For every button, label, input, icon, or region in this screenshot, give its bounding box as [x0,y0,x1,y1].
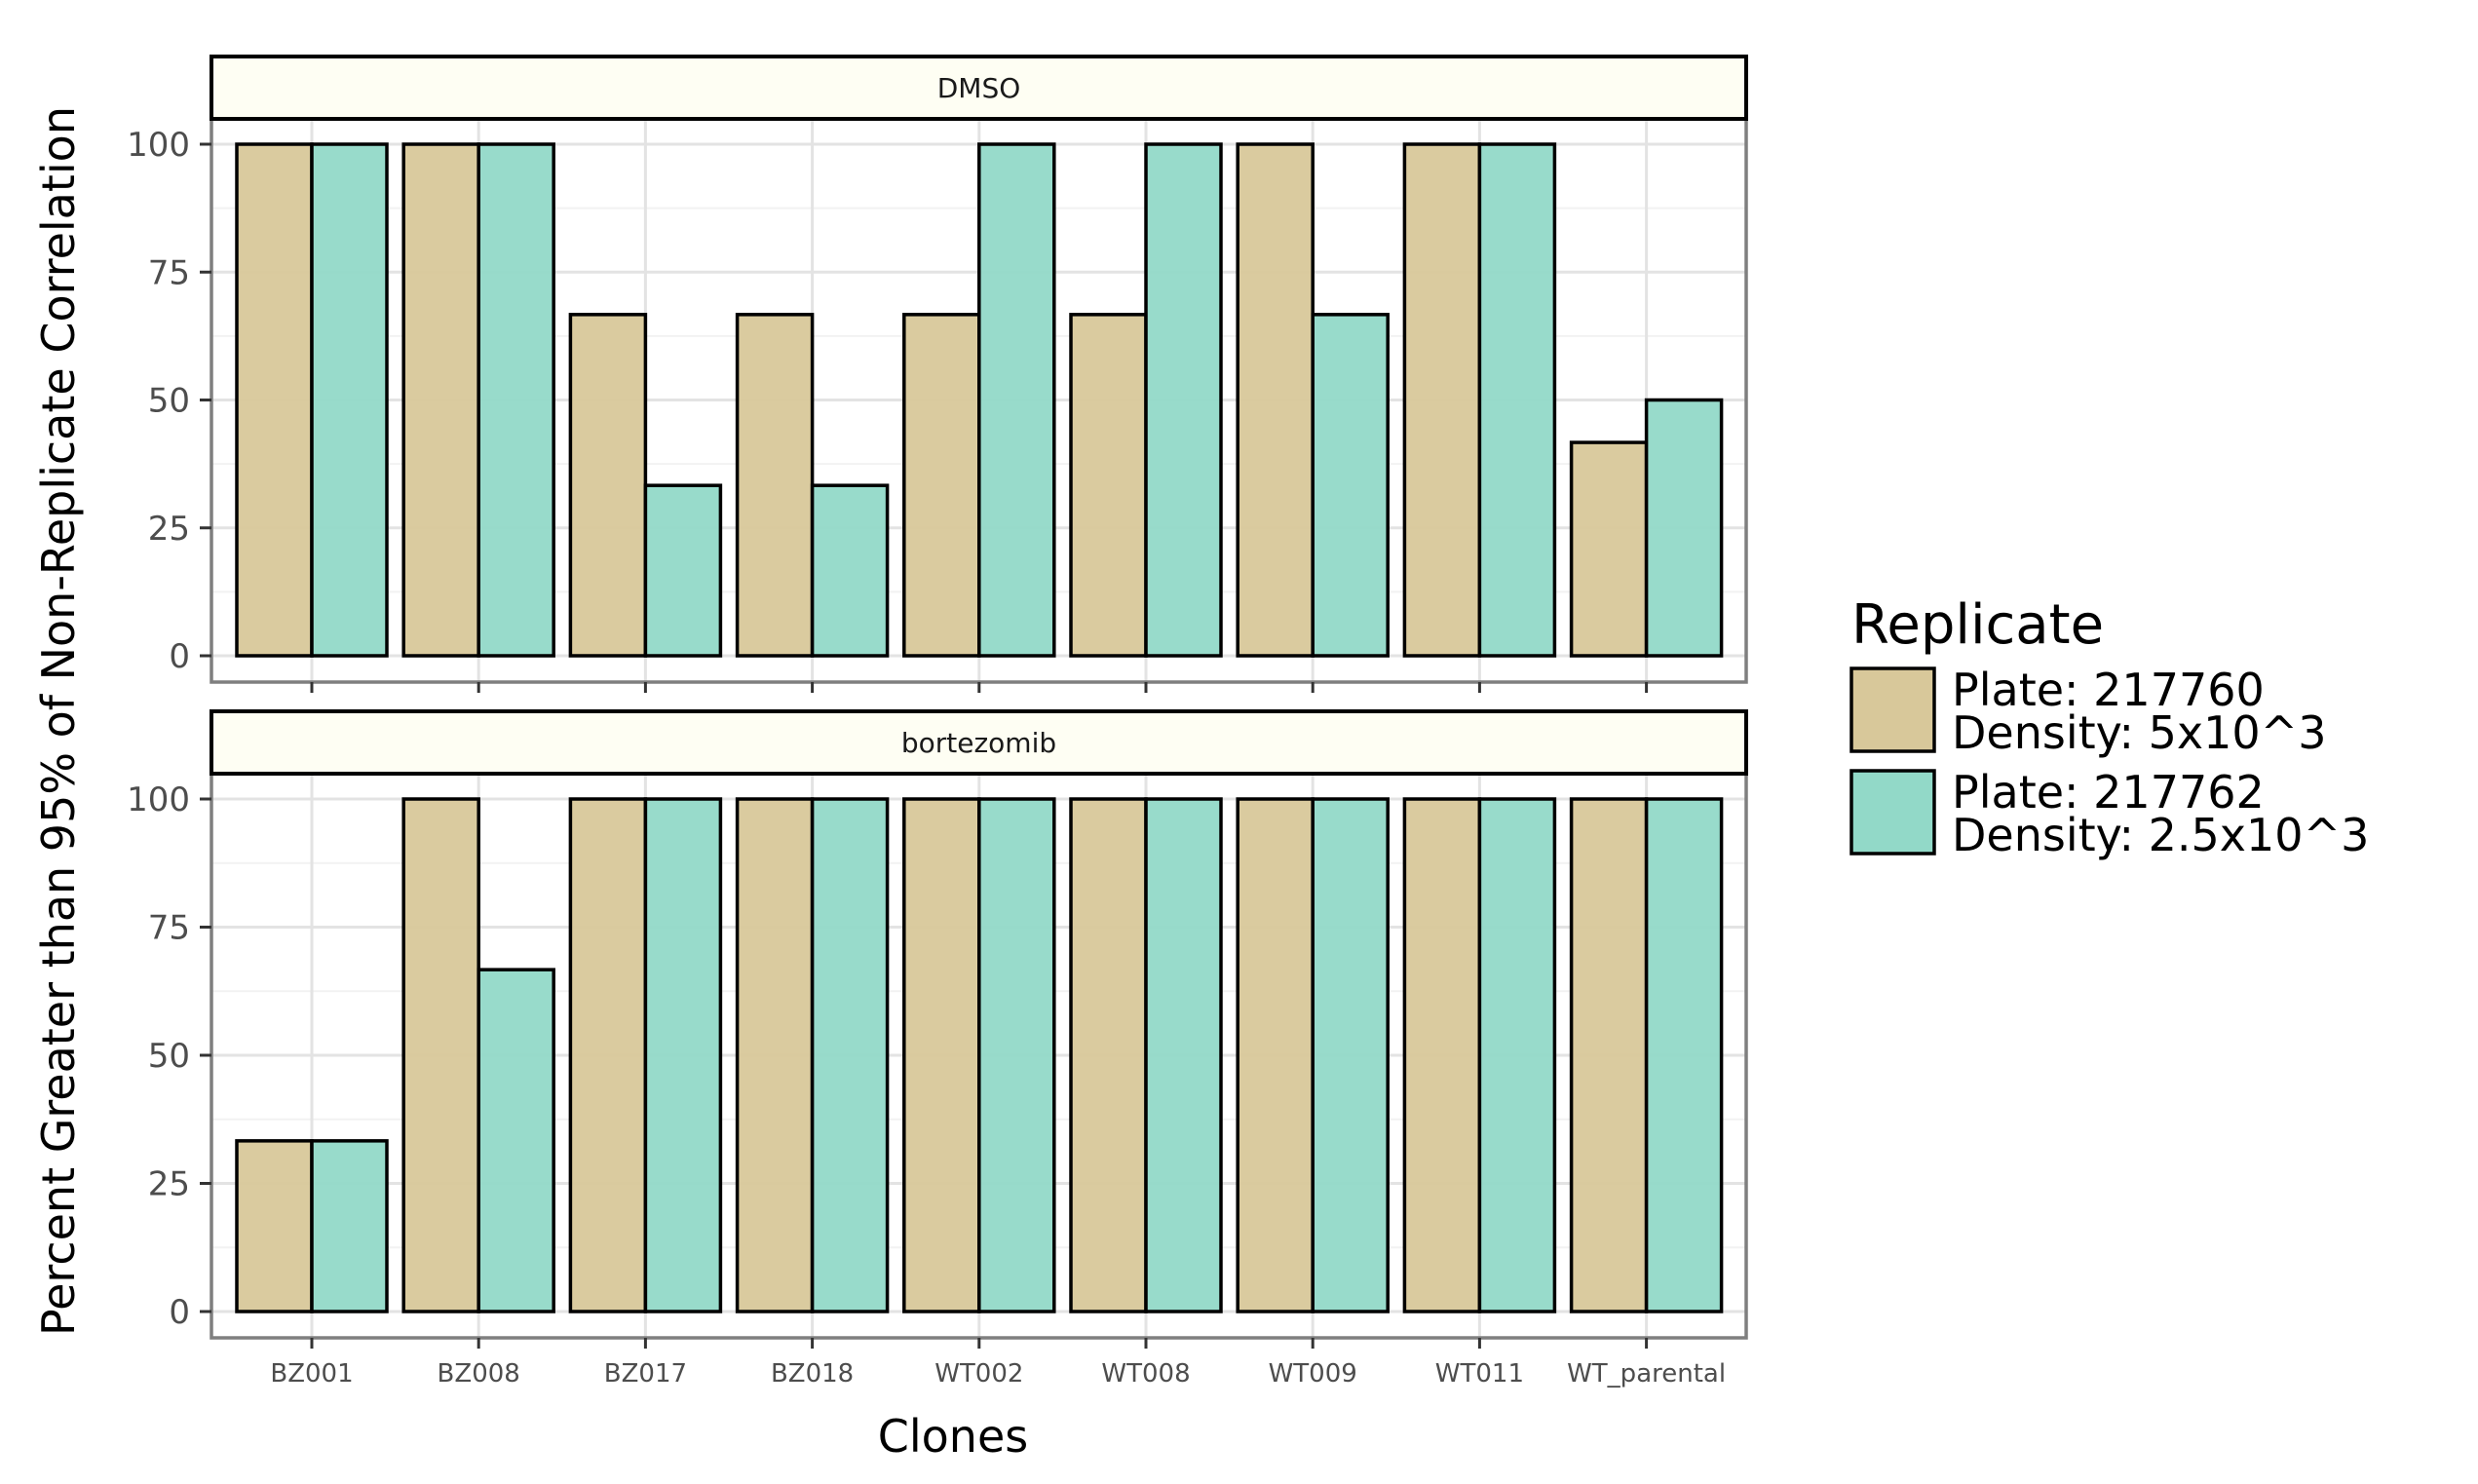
bar-dmso-wt_parental-series2 [1644,398,1724,658]
x-tick-label: BZ001 [270,1359,353,1389]
bar-dmso-wt011-series1 [1402,142,1482,658]
bar-bortezomib-bz017-series1 [568,797,648,1313]
bar-dmso-wt002-series2 [977,142,1056,658]
y-tick-label: 25 [148,510,190,549]
strip-label: bortezomib [901,727,1056,759]
bars [235,797,1724,1313]
bar-bortezomib-bz018-series1 [735,797,815,1313]
y-axis: 0 25 50 75 100 [127,780,211,1332]
bar-dmso-wt008-series1 [1069,313,1148,658]
panel-dmso: DMSO 0 25 50 75 100 [127,55,1748,693]
bar-bortezomib-wt002-series1 [902,797,981,1313]
legend-key [1849,666,1936,753]
x-tick-label: WT008 [1101,1359,1190,1389]
bar-dmso-bz018-series2 [810,483,890,658]
legend-title: Replicate [1851,593,2104,657]
strip-background [210,709,1748,776]
y-tick-label: 100 [127,780,190,819]
x-ticks [310,1338,1649,1349]
bar-dmso-wt009-series1 [1236,142,1315,658]
panel-bortezomib: bortezomib 0 25 50 75 100 [127,709,1748,1349]
y-tick-label: 75 [148,909,190,948]
y-tick-label: 100 [127,126,190,165]
bar-bortezomib-wt_parental-series1 [1569,797,1649,1313]
bar-bortezomib-bz001-series1 [235,1139,314,1313]
y-axis-title: Percent Greater than 95% of Non-Replicat… [32,106,85,1336]
bar-bortezomib-wt011-series2 [1477,797,1557,1313]
x-axis-title: Clones [878,1410,1028,1463]
bar-dmso-wt_parental-series1 [1569,440,1649,658]
legend-label: Density: 2.5x10^3 [1952,809,2369,861]
bar-bortezomib-bz001-series2 [310,1139,389,1313]
legend-label: Density: 5x10^3 [1952,706,2327,759]
y-axis: 0 25 50 75 100 [127,126,211,676]
x-tick-label: WT009 [1269,1359,1357,1389]
bar-bortezomib-wt009-series1 [1236,797,1315,1313]
bar-bortezomib-wt_parental-series2 [1644,797,1724,1313]
bar-dmso-bz018-series1 [735,313,815,658]
bar-dmso-bz008-series1 [401,142,480,658]
bar-bortezomib-wt008-series1 [1069,797,1148,1313]
legend-key [1849,769,1936,856]
y-tick-label: 0 [169,637,190,676]
y-tick-label: 50 [148,1037,190,1076]
bar-dmso-wt009-series2 [1311,313,1390,658]
chart-panels: DMSO 0 25 50 75 100 bortezomib 0 25 50 75 100 [127,55,1748,1349]
legend-label: Plate: 217760 [1952,664,2265,716]
bar-dmso-bz001-series2 [310,142,389,658]
x-tick-label: WT002 [934,1359,1023,1389]
bar-bortezomib-wt008-series2 [1144,797,1223,1313]
x-tick-label: WT_parental [1567,1359,1726,1389]
bar-dmso-bz001-series1 [235,142,314,658]
bars [235,142,1724,658]
bar-bortezomib-bz017-series2 [643,797,723,1313]
bar-dmso-bz017-series2 [643,483,723,658]
bar-bortezomib-wt011-series1 [1402,797,1482,1313]
x-axis: BZ001 BZ008 BZ017 BZ018 WT002 WT008 WT009 WT011… [270,1359,1726,1389]
bar-dmso-wt011-series2 [1477,142,1557,658]
x-tick-label: BZ018 [771,1359,854,1389]
bar-bortezomib-bz008-series2 [477,968,555,1313]
x-ticks [310,682,1649,693]
bar-dmso-bz008-series2 [477,142,555,658]
x-tick-label: BZ008 [438,1359,520,1389]
bar-bortezomib-wt002-series2 [977,797,1056,1313]
x-tick-label: WT011 [1435,1359,1524,1389]
y-tick-label: 25 [148,1165,190,1204]
strip-background [210,55,1748,121]
bar-dmso-wt002-series1 [902,313,981,658]
bar-dmso-wt008-series2 [1144,142,1223,658]
legend-label: Plate: 217762 [1952,766,2265,818]
y-tick-label: 75 [148,253,190,292]
bar-dmso-bz017-series1 [568,313,648,658]
y-tick-label: 50 [148,382,190,421]
bar-bortezomib-bz018-series2 [810,797,890,1313]
bar-bortezomib-wt009-series2 [1311,797,1390,1313]
x-tick-label: BZ017 [604,1359,687,1389]
strip-label: DMSO [937,72,1021,104]
bar-bortezomib-bz008-series1 [401,797,480,1313]
y-tick-label: 0 [169,1293,190,1332]
